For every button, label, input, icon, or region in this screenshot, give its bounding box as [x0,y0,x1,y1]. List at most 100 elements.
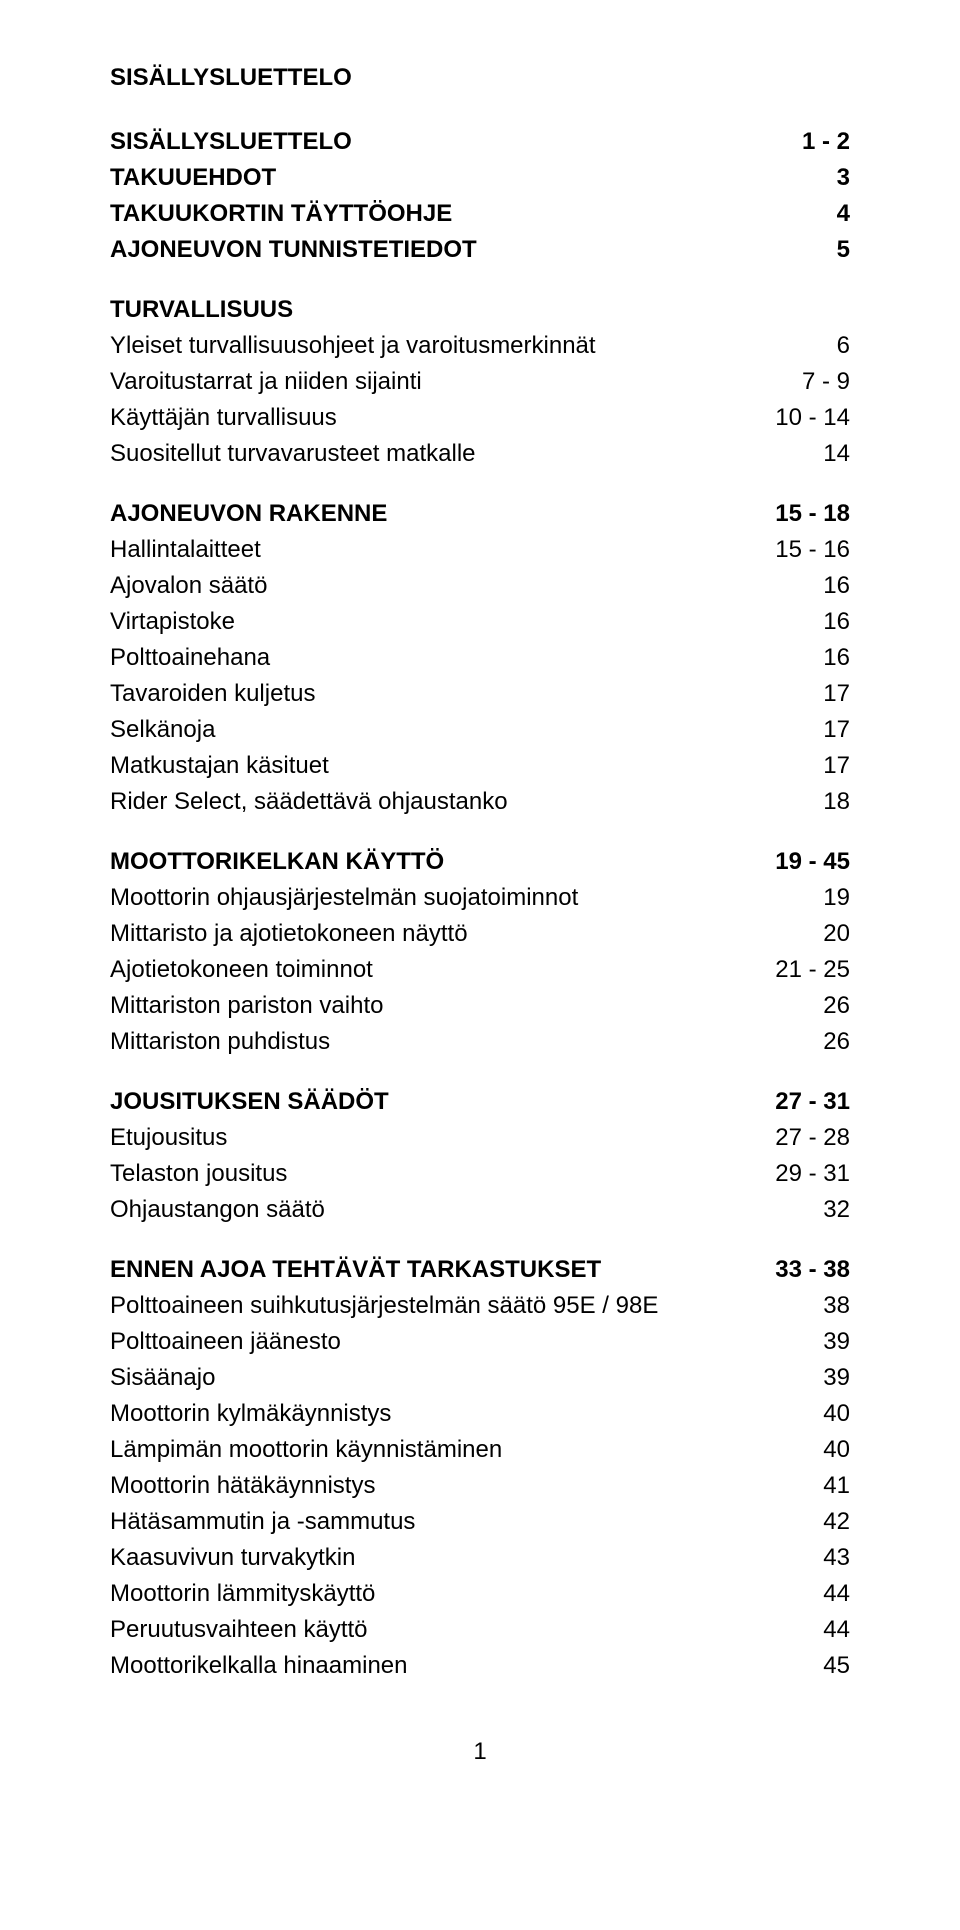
toc-entry-label: Polttoainehana [110,640,823,676]
toc-entry-label: JOUSITUKSEN SÄÄDÖT [110,1084,775,1120]
toc-entry: AJONEUVON RAKENNE15 - 18 [110,496,850,532]
toc-entry-page: 20 [823,916,850,952]
toc-entry-label: Virtapistoke [110,604,823,640]
toc-entry-page: 41 [823,1468,850,1504]
page-number: 1 [110,1734,850,1770]
toc-entry-label: Tavaroiden kuljetus [110,676,823,712]
toc-entry-page: 17 [823,712,850,748]
toc-entry: Moottorin hätäkäynnistys41 [110,1468,850,1504]
toc-entry-label: Polttoaineen suihkutusjärjestelmän säätö… [110,1288,823,1324]
toc-entry-label: Suositellut turvavarusteet matkalle [110,436,823,472]
toc-entry-label: Moottorikelkalla hinaaminen [110,1648,823,1684]
toc-entry: JOUSITUKSEN SÄÄDÖT27 - 31 [110,1084,850,1120]
toc-entry: AJONEUVON TUNNISTETIEDOT5 [110,232,850,268]
toc-entry-page: 44 [823,1576,850,1612]
toc-entry: Lämpimän moottorin käynnistäminen40 [110,1432,850,1468]
toc-entry-label: TURVALLISUUS [110,292,850,328]
toc-entry-page: 27 - 31 [775,1084,850,1120]
toc-entry-page: 39 [823,1360,850,1396]
toc-entry-label: Ajotietokoneen toiminnot [110,952,775,988]
toc-entry: Ajotietokoneen toiminnot21 - 25 [110,952,850,988]
toc-entry: Tavaroiden kuljetus17 [110,676,850,712]
toc-entry-label: Kaasuvivun turvakytkin [110,1540,823,1576]
toc-entry: Kaasuvivun turvakytkin43 [110,1540,850,1576]
toc-entry-label: Rider Select, säädettävä ohjaustanko [110,784,823,820]
toc-entry-label: Sisäänajo [110,1360,823,1396]
toc-entry: Suositellut turvavarusteet matkalle14 [110,436,850,472]
toc-entry-page: 43 [823,1540,850,1576]
toc-entry-page: 26 [823,988,850,1024]
toc-entry-page: 27 - 28 [775,1120,850,1156]
toc-entry-page: 39 [823,1324,850,1360]
toc-entry: Polttoaineen suihkutusjärjestelmän säätö… [110,1288,850,1324]
toc-entry-label: Selkänoja [110,712,823,748]
toc-entry-label: AJONEUVON TUNNISTETIEDOT [110,232,837,268]
toc-entry-page: 40 [823,1432,850,1468]
toc-entry-page: 40 [823,1396,850,1432]
toc-entry-label: AJONEUVON RAKENNE [110,496,775,532]
toc-entry: Mittariston puhdistus26 [110,1024,850,1060]
toc-entry: Virtapistoke16 [110,604,850,640]
toc-entry: Peruutusvaihteen käyttö44 [110,1612,850,1648]
toc-entry-label: Hätäsammutin ja -sammutus [110,1504,823,1540]
toc-container: SISÄLLYSLUETTELO1 - 2TAKUUEHDOT3TAKUUKOR… [110,124,850,1684]
toc-entry: ENNEN AJOA TEHTÄVÄT TARKASTUKSET33 - 38 [110,1252,850,1288]
toc-entry: Moottorin ohjausjärjestelmän suojatoimin… [110,880,850,916]
toc-entry: TURVALLISUUS [110,292,850,328]
toc-entry-label: TAKUUKORTIN TÄYTTÖOHJE [110,196,837,232]
toc-entry-label: Moottorin lämmityskäyttö [110,1576,823,1612]
toc-entry-page: 44 [823,1612,850,1648]
toc-entry-page: 1 - 2 [802,124,850,160]
toc-entry-label: MOOTTORIKELKAN KÄYTTÖ [110,844,775,880]
toc-entry: Moottorin lämmityskäyttö44 [110,1576,850,1612]
toc-entry: Varoitustarrat ja niiden sijainti7 - 9 [110,364,850,400]
toc-entry-label: Matkustajan käsituet [110,748,823,784]
toc-entry-label: Lämpimän moottorin käynnistäminen [110,1432,823,1468]
toc-entry-page: 33 - 38 [775,1252,850,1288]
toc-entry-page: 16 [823,604,850,640]
toc-entry: Hätäsammutin ja -sammutus42 [110,1504,850,1540]
toc-entry-label: TAKUUEHDOT [110,160,837,196]
toc-entry: Mittariston pariston vaihto26 [110,988,850,1024]
toc-entry-page: 42 [823,1504,850,1540]
toc-entry: Matkustajan käsituet17 [110,748,850,784]
toc-entry: TAKUUKORTIN TÄYTTÖOHJE4 [110,196,850,232]
toc-entry: Ajovalon säätö16 [110,568,850,604]
toc-entry-label: ENNEN AJOA TEHTÄVÄT TARKASTUKSET [110,1252,775,1288]
toc-entry-label: Etujousitus [110,1120,775,1156]
toc-entry-page: 3 [837,160,850,196]
toc-entry: Telaston jousitus29 - 31 [110,1156,850,1192]
toc-entry-page: 14 [823,436,850,472]
toc-entry-label: Telaston jousitus [110,1156,775,1192]
toc-entry-page: 16 [823,640,850,676]
page-title: SISÄLLYSLUETTELO [110,60,850,96]
toc-entry: Polttoaineen jäänesto39 [110,1324,850,1360]
toc-entry: Käyttäjän turvallisuus10 - 14 [110,400,850,436]
toc-entry-label: Ohjaustangon säätö [110,1192,823,1228]
toc-entry-label: Moottorin hätäkäynnistys [110,1468,823,1504]
toc-entry-label: SISÄLLYSLUETTELO [110,124,802,160]
toc-entry: SISÄLLYSLUETTELO1 - 2 [110,124,850,160]
toc-entry-label: Moottorin ohjausjärjestelmän suojatoimin… [110,880,823,916]
toc-entry-label: Hallintalaitteet [110,532,775,568]
toc-entry-page: 18 [823,784,850,820]
toc-entry: Moottorin kylmäkäynnistys40 [110,1396,850,1432]
toc-entry: Hallintalaitteet15 - 16 [110,532,850,568]
toc-entry-page: 17 [823,748,850,784]
toc-entry: Mittaristo ja ajotietokoneen näyttö20 [110,916,850,952]
toc-entry: Ohjaustangon säätö32 [110,1192,850,1228]
toc-entry-label: Käyttäjän turvallisuus [110,400,775,436]
toc-entry-page: 32 [823,1192,850,1228]
toc-entry: TAKUUEHDOT3 [110,160,850,196]
toc-entry-page: 19 [823,880,850,916]
toc-entry-page: 6 [837,328,850,364]
toc-entry-page: 15 - 16 [775,532,850,568]
toc-entry-page: 7 - 9 [802,364,850,400]
toc-entry-label: Varoitustarrat ja niiden sijainti [110,364,802,400]
toc-entry-label: Mittaristo ja ajotietokoneen näyttö [110,916,823,952]
toc-entry-label: Polttoaineen jäänesto [110,1324,823,1360]
toc-entry: MOOTTORIKELKAN KÄYTTÖ19 - 45 [110,844,850,880]
toc-entry: Yleiset turvallisuusohjeet ja varoitusme… [110,328,850,364]
toc-entry-label: Mittariston pariston vaihto [110,988,823,1024]
toc-entry: Moottorikelkalla hinaaminen45 [110,1648,850,1684]
